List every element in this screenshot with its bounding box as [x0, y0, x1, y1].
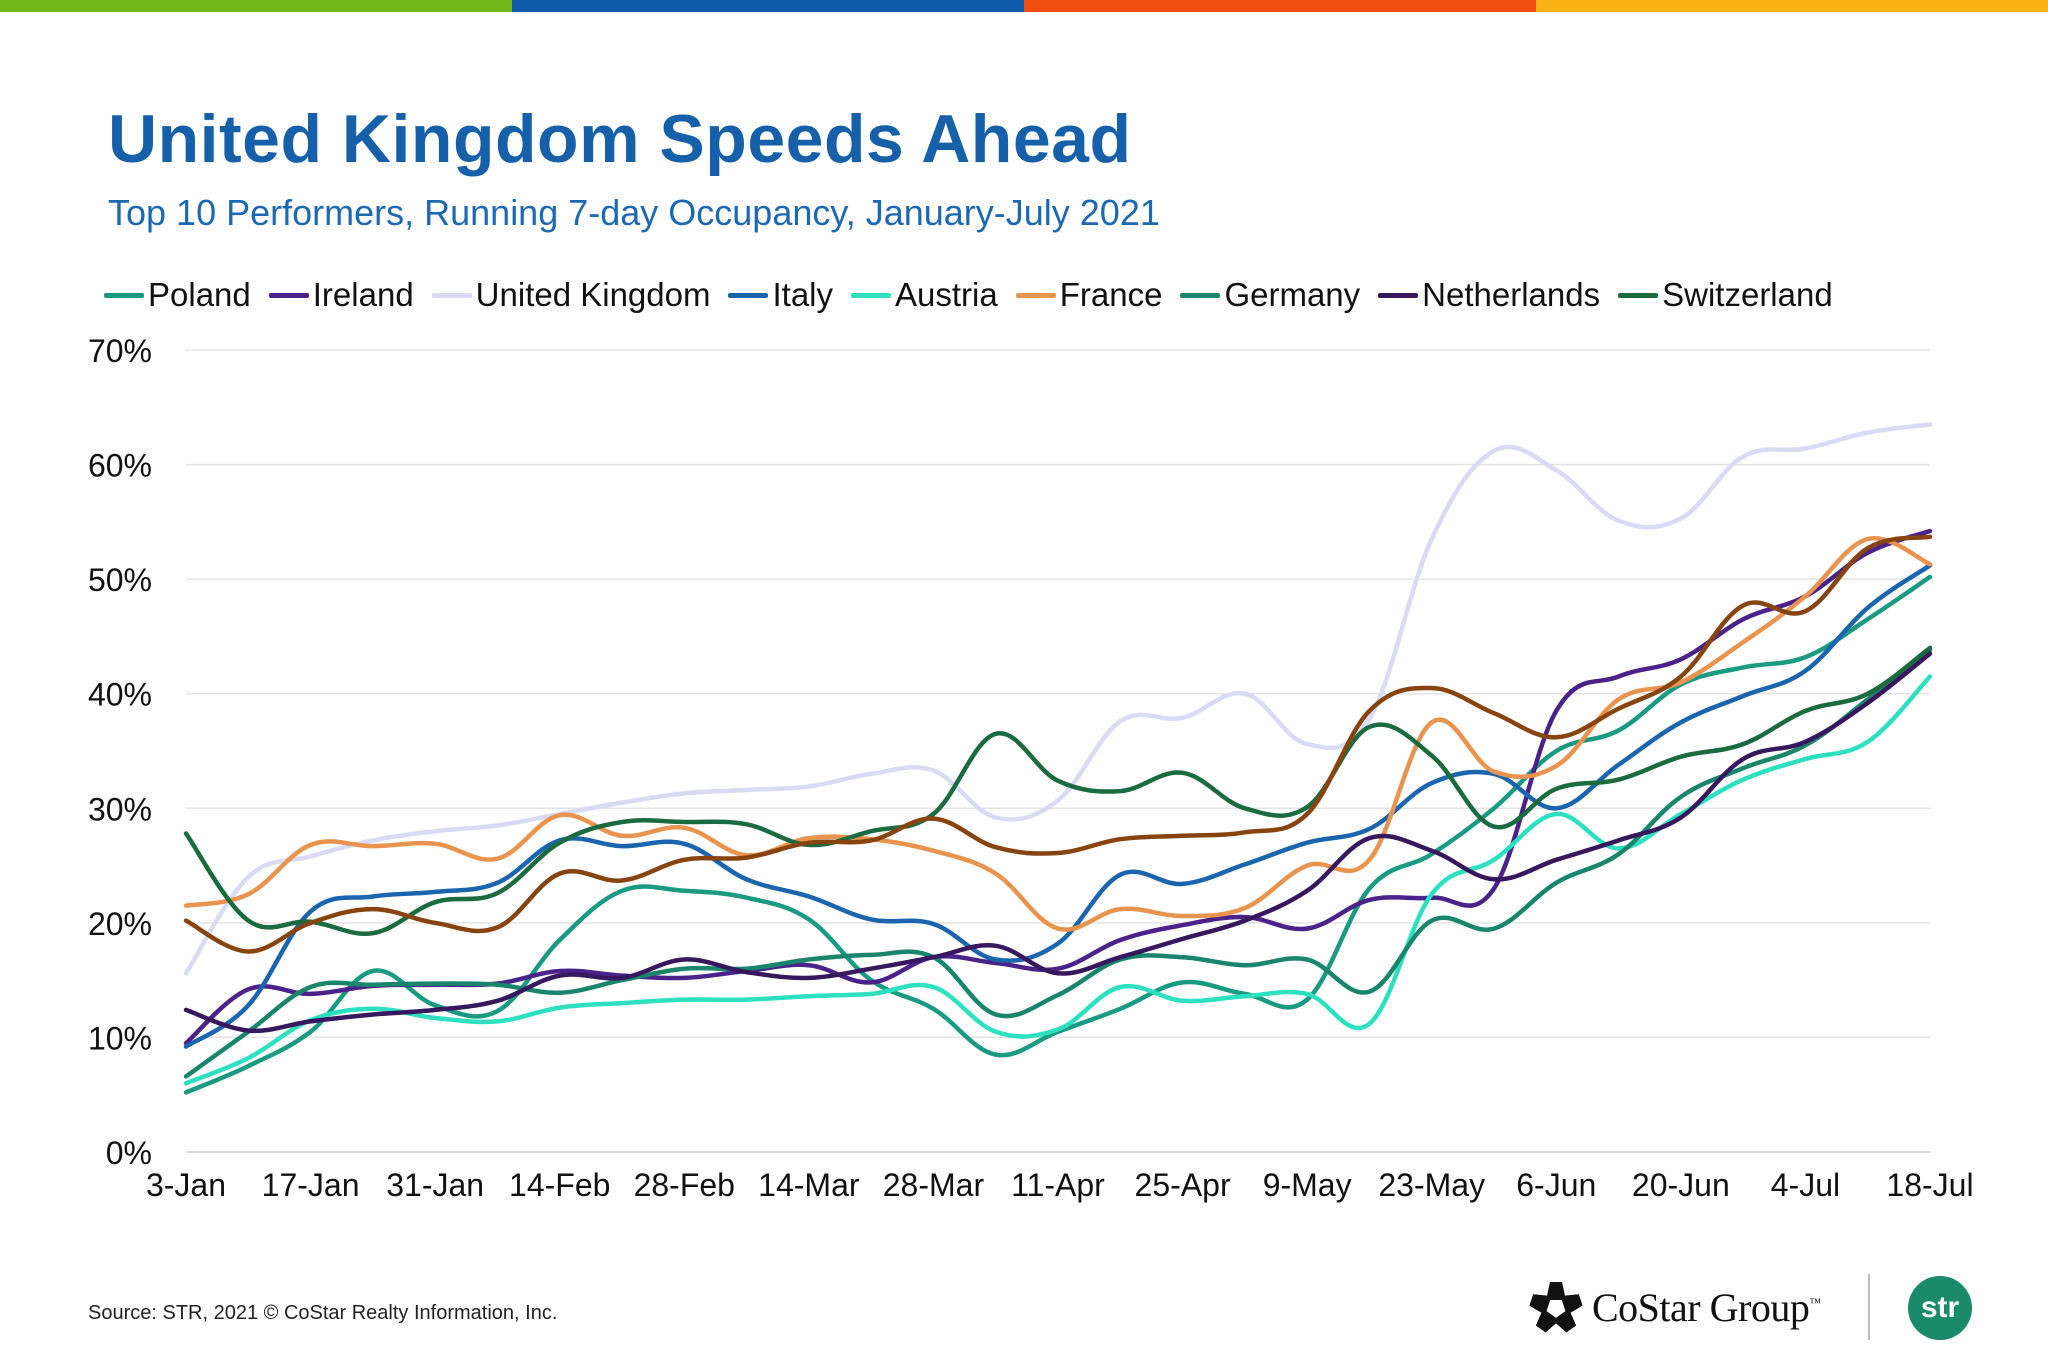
series-line-netherlands — [183, 651, 1933, 1034]
legend-swatch — [104, 292, 144, 298]
source-note: Source: STR, 2021 © CoStar Realty Inform… — [88, 1302, 558, 1324]
chart-title: United Kingdom Speeds Ahead — [108, 101, 1132, 177]
x-tick-label: 11-Apr — [1011, 1167, 1105, 1203]
chart-gridlines — [186, 349, 1930, 1153]
legend-label: Germany — [1224, 276, 1361, 313]
series-line-austria — [183, 674, 1933, 1086]
x-tick-label: 4-Jul — [1771, 1167, 1840, 1203]
legend-label: United Kingdom — [475, 276, 711, 313]
series-line-unlabeled-brown — [183, 534, 1933, 954]
x-tick-label: 3-Jan — [146, 1167, 226, 1203]
series-line-france — [183, 535, 1933, 932]
y-tick-label: 10% — [88, 1020, 152, 1056]
x-tick-label: 25-Apr — [1135, 1167, 1231, 1203]
y-tick-label: 60% — [88, 448, 152, 484]
legend-swatch — [1618, 292, 1659, 298]
x-tick-label: 6-Jun — [1516, 1167, 1596, 1203]
legend-item-germany: Germany — [1180, 276, 1360, 314]
chart-series — [183, 422, 1933, 1095]
line-chart: 0% 10% 20% 30% 40% 50% 60% 70% 3-Jan 17-Jan 31-Ja… — [88, 333, 1974, 1203]
legend-swatch — [1378, 292, 1419, 298]
x-tick-label: 18-Jul — [1886, 1167, 1973, 1203]
legend-swatch — [1015, 292, 1056, 298]
y-tick-label: 30% — [88, 791, 152, 827]
legend-item-united-kingdom: United Kingdom — [431, 276, 711, 314]
y-tick-label: 20% — [88, 906, 152, 942]
legend-item-switzerland: Switzerland — [1618, 276, 1833, 314]
legend-swatch — [431, 292, 472, 298]
legend-label: Austria — [895, 276, 998, 313]
y-axis: 0% 10% 20% 30% 40% 50% 60% 70% — [88, 333, 152, 1171]
x-tick-label: 23-May — [1378, 1167, 1485, 1203]
costar-logo-name: CoStar Group — [1592, 1285, 1810, 1330]
footer-logos: CoStar Group™ str — [1520, 1274, 1980, 1346]
legend-label: France — [1059, 276, 1163, 313]
logo-divider — [1868, 1274, 1870, 1340]
series-line-switzerland — [183, 645, 1933, 937]
top-color-bar — [0, 0, 2048, 12]
series-line-germany — [183, 647, 1933, 1079]
legend-label: Netherlands — [1422, 276, 1601, 313]
top-bar-yellow — [1536, 0, 2048, 12]
legend-item-ireland: Ireland — [268, 276, 414, 314]
y-tick-label: 70% — [88, 333, 152, 369]
series-line-ireland — [183, 528, 1933, 1046]
legend-item-netherlands: Netherlands — [1378, 276, 1600, 314]
series-line-italy — [183, 563, 1933, 1049]
x-tick-label: 31-Jan — [386, 1167, 484, 1203]
x-tick-label: 28-Mar — [883, 1167, 985, 1203]
legend-item-france: France — [1015, 276, 1163, 314]
y-tick-label: 0% — [106, 1135, 152, 1171]
y-tick-label: 40% — [88, 677, 152, 713]
x-tick-label: 17-Jan — [262, 1167, 360, 1203]
legend-label: Ireland — [312, 276, 414, 313]
x-tick-label: 28-Feb — [634, 1167, 735, 1203]
legend-swatch — [851, 292, 892, 298]
legend-label: Italy — [772, 276, 834, 313]
chart-subtitle: Top 10 Performers, Running 7-day Occupan… — [108, 192, 1160, 233]
chart-legend: Poland Ireland United Kingdom Italy Austria F… — [104, 272, 1851, 318]
x-tick-label: 20-Jun — [1632, 1167, 1730, 1203]
x-axis: 3-Jan 17-Jan 31-Jan 14-Feb 28-Feb 14-Mar 28-Ma… — [146, 1167, 1974, 1203]
top-bar-blue — [512, 0, 1024, 12]
str-logo: str — [1908, 1276, 1972, 1340]
top-bar-orange — [1024, 0, 1536, 12]
legend-item-austria: Austria — [851, 276, 998, 314]
x-tick-label: 14-Mar — [758, 1167, 860, 1203]
costar-logo-icon — [1529, 1282, 1583, 1333]
legend-label: Poland — [148, 276, 251, 313]
legend-swatch — [728, 292, 769, 298]
legend-item-poland: Poland — [104, 276, 251, 314]
x-tick-label: 14-Feb — [509, 1167, 610, 1203]
y-tick-label: 50% — [88, 562, 152, 598]
top-bar-green — [0, 0, 512, 12]
costar-logo-text: CoStar Group™ — [1592, 1284, 1821, 1331]
legend-label: Switzerland — [1662, 276, 1833, 313]
costar-trademark: ™ — [1809, 1295, 1821, 1310]
legend-swatch — [1180, 292, 1221, 298]
x-tick-label: 9-May — [1263, 1167, 1352, 1203]
legend-swatch — [268, 292, 309, 298]
series-line-united-kingdom — [183, 422, 1933, 976]
series-line-poland — [183, 574, 1933, 1095]
legend-item-italy: Italy — [728, 276, 833, 314]
